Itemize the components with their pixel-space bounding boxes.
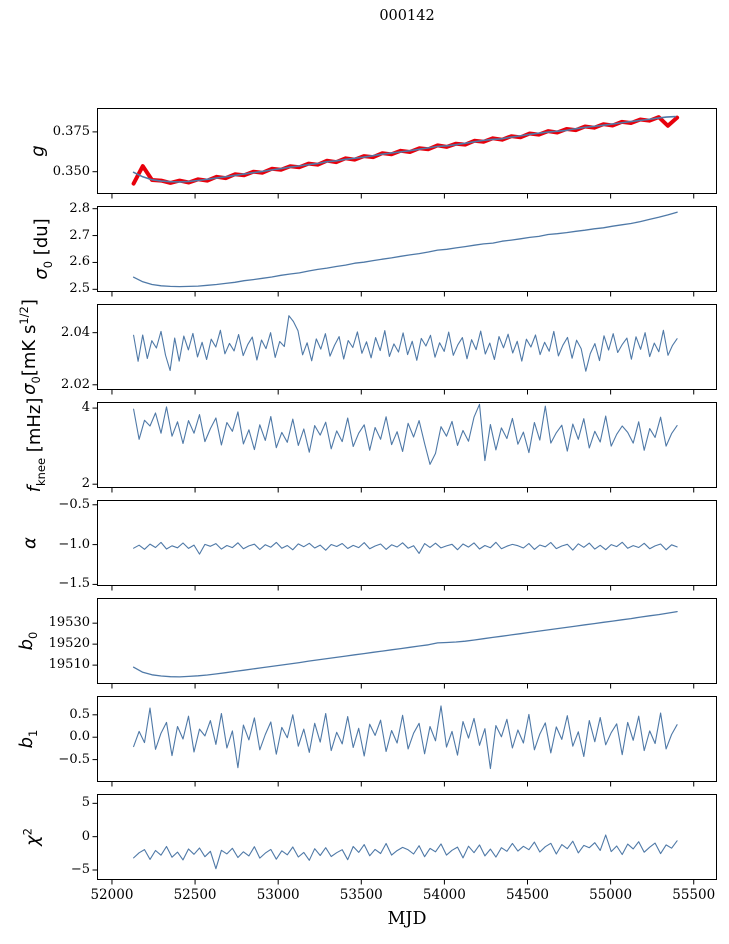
y-tick-label: 0.375 [52, 123, 90, 139]
axes-frame [97, 598, 717, 684]
y-tick-label: 4 [81, 400, 90, 416]
x-tick-label: 54000 [422, 887, 466, 903]
axes-frame [97, 108, 717, 194]
y-tick-label: −0.5 [58, 751, 90, 767]
y-tick-label: −0.5 [58, 496, 90, 512]
y-tick-label: 2.7 [69, 227, 90, 243]
y-tick-label: −1.0 [58, 536, 90, 552]
subplot-g [92, 108, 717, 199]
y-tick-label: 5 [81, 795, 90, 811]
x-axis-label: MJD [387, 909, 427, 929]
y-tick-label: 0.5 [69, 706, 90, 722]
series-g-smooth [132, 115, 677, 183]
series-alpha [133, 541, 678, 555]
series-chi2 [133, 834, 678, 870]
subplot-b1 [92, 696, 717, 787]
axes-frame [97, 206, 717, 292]
y-axis-label-chi2: χ2 [21, 828, 44, 846]
y-axis-label-part: σ [31, 268, 53, 280]
series-fknee [133, 403, 678, 465]
y-axis-label-part: 0 [40, 260, 55, 269]
y-tick-label: −1.5 [58, 576, 90, 592]
y-axis-label-part: 0 [28, 376, 43, 384]
y-axis-label-part: 1/2 [17, 306, 32, 325]
y-tick-label: 19520 [48, 636, 90, 652]
y-axis-label-b1: b1 [16, 730, 40, 749]
y-tick-label: 0.0 [69, 729, 90, 745]
axes-frame [97, 304, 717, 390]
axes-frame [97, 696, 717, 782]
y-tick-label: 19510 [48, 657, 90, 673]
y-axis-label-part: knee [33, 457, 48, 487]
axes-frame [97, 402, 717, 488]
x-tick-label: 52500 [173, 887, 217, 903]
x-tick-label: 53000 [256, 887, 300, 903]
y-tick-label: 2.6 [69, 254, 90, 270]
x-tick-label: 53500 [339, 887, 383, 903]
y-axis-label-part: σ [19, 383, 41, 395]
subplot-sigma0-mK [92, 304, 717, 395]
series-b1 [133, 705, 678, 770]
y-axis-label-part: b [16, 736, 38, 749]
y-tick-label: 0 [81, 828, 90, 844]
axes-frame [97, 500, 717, 586]
y-axis-label-part: g [27, 145, 49, 157]
x-tick-label: 55500 [672, 887, 716, 903]
x-tick-label: 54500 [506, 887, 549, 903]
subplot-b0 [92, 598, 717, 689]
y-axis-label-part: [du] [31, 218, 53, 261]
y-axis-label-sigma0-du: σ0 [du] [31, 218, 55, 279]
series-sigma0-du [132, 211, 678, 288]
y-axis-label-fknee: fknee [mHz] [24, 398, 48, 493]
y-axis-label-part: f [24, 486, 46, 493]
x-tick-label: 55000 [589, 887, 633, 903]
y-axis-label-part: 1 [25, 729, 40, 737]
series-sigma0-mK [133, 315, 678, 372]
y-axis-label-alpha: α [20, 537, 41, 549]
subplot-alpha [92, 500, 717, 591]
series-b0 [132, 610, 678, 678]
y-axis-label-b0: b0 [16, 632, 40, 651]
y-tick-label: 2.02 [61, 376, 90, 392]
y-tick-label: 2.5 [69, 281, 90, 297]
y-tick-label: 2.04 [61, 324, 90, 340]
y-axis-label-part: χ [22, 835, 44, 846]
axes-frame [97, 794, 717, 880]
y-tick-label: −5 [70, 862, 90, 877]
series-g-raw [131, 115, 680, 186]
y-axis-label-part: b [16, 638, 38, 651]
x-tick-label: 52000 [90, 887, 134, 903]
y-axis-label-part: 0 [25, 631, 40, 639]
y-axis-label-sigma0-mK: σ0[mK s1/2] [17, 299, 43, 395]
y-tick-label: 2 [81, 476, 90, 492]
figure-title: 000142 [379, 8, 435, 24]
y-axis-label-part: [mK s [19, 324, 41, 377]
subplot-chi2 [92, 794, 717, 885]
subplot-fknee [92, 402, 717, 493]
y-tick-label: 0.350 [52, 163, 90, 179]
y-axis-label-part: ] [19, 299, 41, 307]
y-tick-label: 19530 [48, 615, 90, 631]
y-axis-label-part: α [19, 537, 41, 549]
y-axis-label-g: g [28, 145, 49, 156]
y-tick-label: 2.8 [69, 200, 90, 216]
y-axis-label-part: 2 [20, 828, 35, 836]
y-axis-label-part: [mHz] [24, 397, 46, 458]
subplot-sigma0-du [92, 206, 717, 297]
